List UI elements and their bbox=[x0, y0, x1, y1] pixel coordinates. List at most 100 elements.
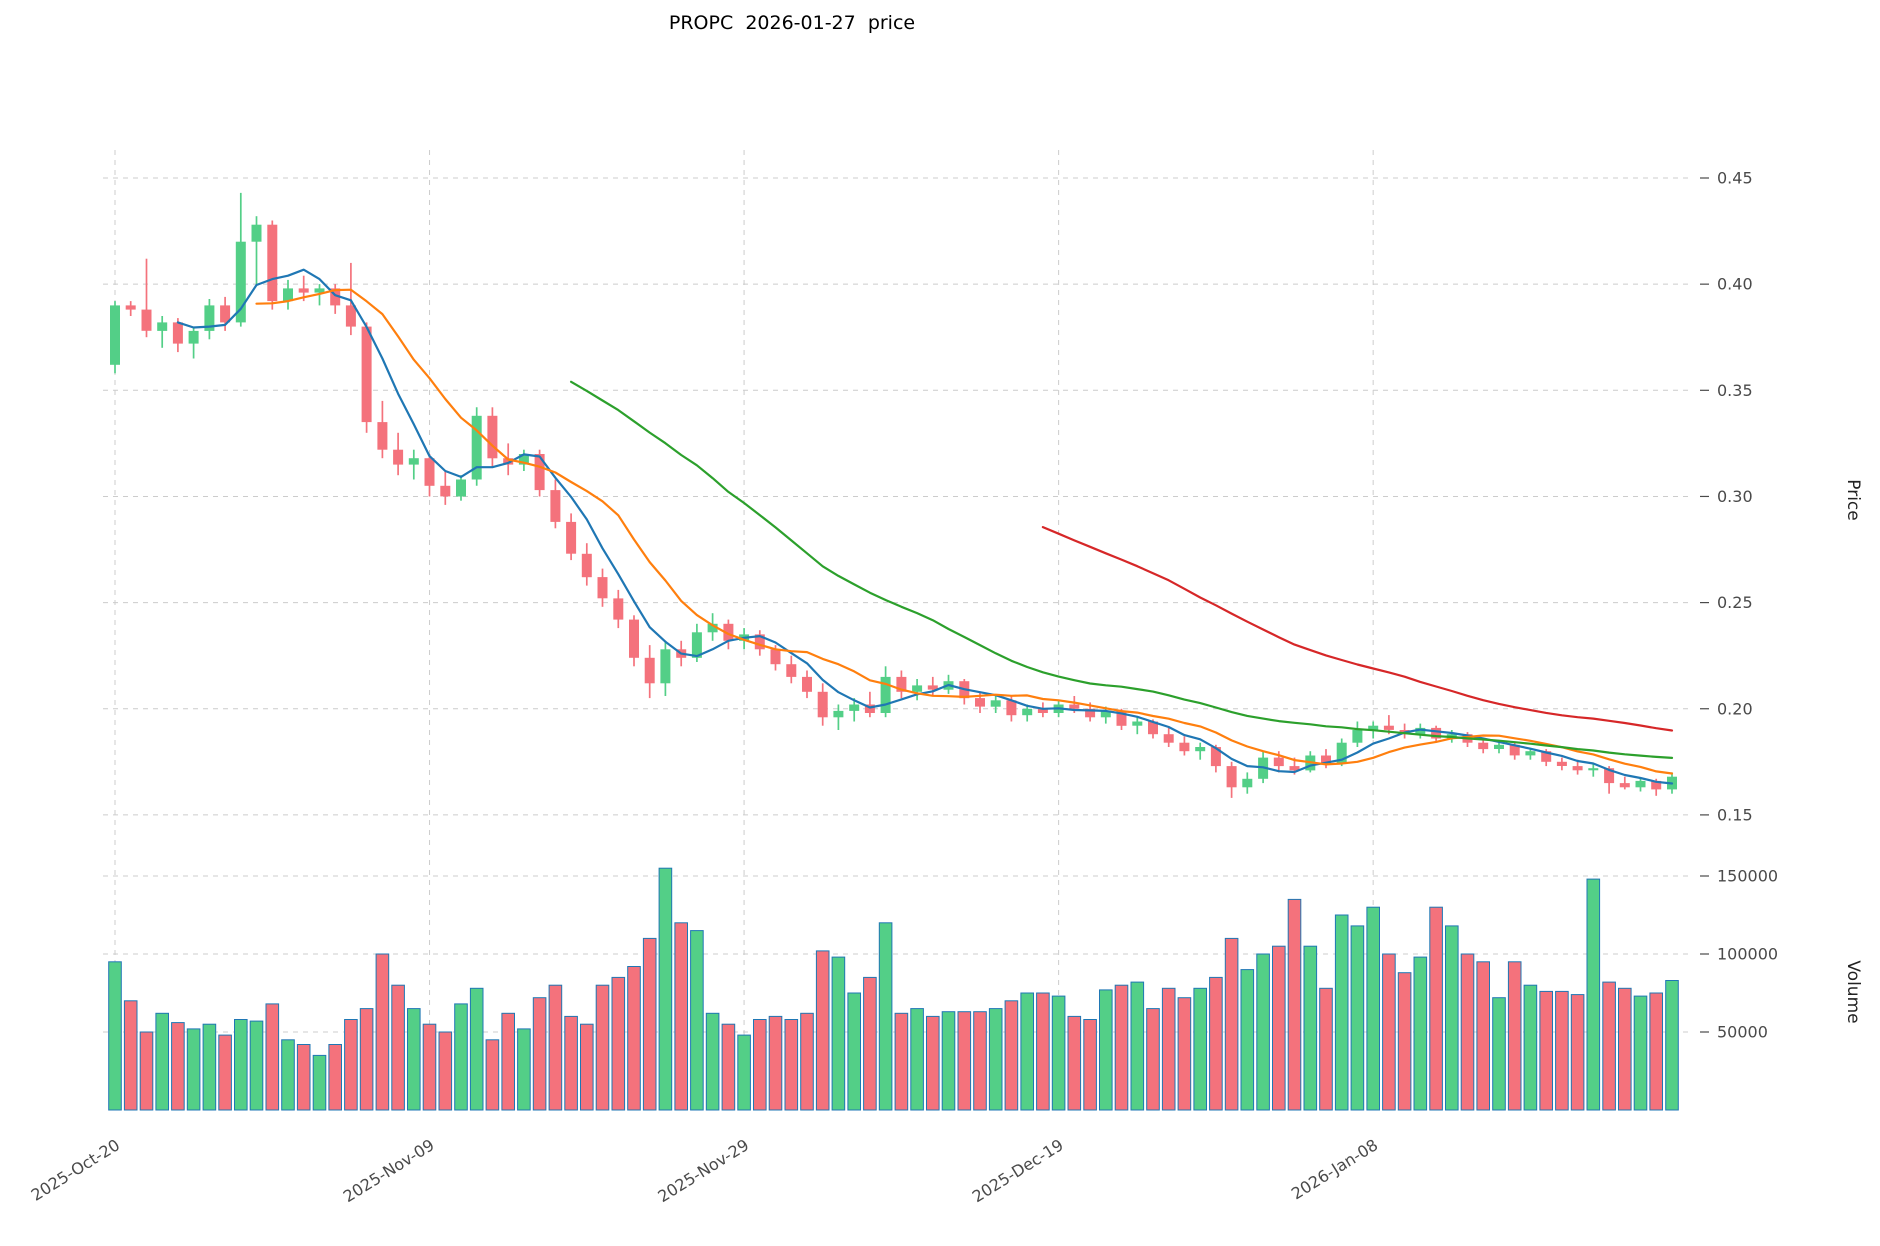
candle-body bbox=[1069, 704, 1080, 709]
volume-bar bbox=[595, 984, 610, 1111]
volume-bar bbox=[1429, 906, 1443, 1111]
candle-body bbox=[518, 454, 529, 465]
volume-tick-labels: 50000 100000 150000 bbox=[1700, 867, 1778, 1042]
volume-bar bbox=[1476, 961, 1491, 1111]
volume-bar bbox=[1067, 1015, 1082, 1111]
candle-body bbox=[172, 322, 183, 344]
x-tick-label: 2025-Dec-19 bbox=[969, 1135, 1067, 1206]
candle-body bbox=[566, 521, 577, 554]
candle-body bbox=[754, 634, 765, 650]
candle-body bbox=[723, 623, 734, 641]
volume-bar bbox=[281, 1039, 295, 1111]
candle-body bbox=[471, 415, 482, 480]
candle-body bbox=[691, 632, 702, 658]
candle-body bbox=[786, 664, 797, 677]
volume-bar bbox=[894, 1012, 909, 1111]
volume-bar bbox=[1177, 997, 1192, 1111]
volume-bar bbox=[548, 984, 563, 1111]
volume-bar bbox=[768, 1015, 783, 1111]
candle-body bbox=[1415, 727, 1426, 735]
volume-bar bbox=[296, 1044, 311, 1111]
volume-bar bbox=[1240, 969, 1255, 1111]
candle-body bbox=[1163, 734, 1174, 743]
volume-bar bbox=[1586, 878, 1601, 1111]
candle-body bbox=[141, 309, 152, 331]
volume-bar bbox=[1539, 990, 1554, 1111]
candle-body bbox=[503, 458, 514, 465]
volume-bar bbox=[202, 1023, 217, 1111]
volume-bar bbox=[1161, 987, 1176, 1111]
candle-body bbox=[581, 553, 592, 578]
volume-bar bbox=[1602, 981, 1616, 1111]
candle-body bbox=[1635, 780, 1646, 788]
volume-bar bbox=[1649, 992, 1664, 1111]
volume-bar bbox=[674, 922, 689, 1111]
volume-bar bbox=[517, 1028, 531, 1111]
candle-body bbox=[990, 700, 1001, 707]
candle-body bbox=[1100, 710, 1111, 718]
price-tick-label: 0.35 bbox=[1717, 381, 1753, 400]
volume-bar bbox=[1492, 997, 1506, 1111]
candle-body bbox=[251, 224, 262, 242]
volume-bar bbox=[580, 1023, 594, 1111]
volume-bar bbox=[705, 1012, 720, 1111]
candle-body bbox=[1336, 742, 1347, 764]
volume-bar bbox=[1256, 953, 1270, 1111]
volume-bar bbox=[878, 922, 893, 1111]
volume-bar bbox=[1004, 1000, 1019, 1111]
volume-bar bbox=[375, 953, 390, 1111]
candle-body bbox=[534, 454, 545, 491]
volume-bar bbox=[988, 1008, 1003, 1111]
volume-bar bbox=[831, 956, 846, 1111]
volume-bar bbox=[1193, 987, 1208, 1111]
candle-body bbox=[1431, 727, 1442, 739]
volume-bar bbox=[186, 1028, 201, 1111]
ma-line-ma30 bbox=[569, 380, 1674, 760]
candle-body bbox=[1352, 730, 1363, 743]
volume-bar bbox=[1334, 914, 1349, 1111]
volume-bar bbox=[642, 937, 657, 1111]
candle-body bbox=[613, 598, 624, 620]
volume-bar bbox=[1272, 945, 1286, 1111]
candle-body bbox=[629, 619, 639, 658]
price-tick-label: 0.45 bbox=[1717, 169, 1753, 188]
candle-body bbox=[1242, 778, 1253, 788]
candle-body bbox=[1525, 751, 1536, 756]
candle-body bbox=[1085, 708, 1096, 718]
candle-body bbox=[1368, 725, 1379, 730]
volume-bar bbox=[1366, 906, 1381, 1111]
price-tick-label: 0.15 bbox=[1717, 805, 1753, 824]
candle-body bbox=[1273, 757, 1284, 767]
price-tick-label: 0.40 bbox=[1717, 275, 1753, 294]
candle-body bbox=[1037, 708, 1048, 713]
candle-body bbox=[1556, 761, 1567, 766]
volume-bar bbox=[265, 1003, 280, 1111]
ma-line-ma10 bbox=[255, 288, 1674, 775]
candle-body bbox=[204, 305, 215, 331]
candle-body bbox=[110, 305, 120, 365]
candle-body bbox=[1116, 710, 1127, 726]
candle-body bbox=[660, 649, 671, 684]
candle-body bbox=[880, 676, 891, 713]
volume-bar bbox=[847, 992, 862, 1111]
ma-line-ma60 bbox=[1041, 525, 1674, 732]
x-tick-label: 2025-Oct-20 bbox=[28, 1135, 123, 1204]
volume-bar bbox=[1287, 898, 1302, 1111]
candle-body bbox=[707, 623, 718, 633]
candle-body bbox=[298, 288, 309, 293]
candle-body bbox=[1006, 700, 1017, 716]
candle-body bbox=[802, 676, 812, 692]
x-tick-label: 2026-Jan-08 bbox=[1288, 1135, 1381, 1203]
candle-body bbox=[424, 458, 435, 486]
volume-bar bbox=[863, 976, 877, 1111]
volume-bar bbox=[800, 1012, 814, 1111]
price-tick-label: 0.20 bbox=[1717, 699, 1753, 718]
price-axis-label: Price bbox=[1843, 479, 1863, 520]
candle-body bbox=[912, 685, 923, 692]
volume-bar bbox=[611, 976, 626, 1111]
x-tick-labels: 2025-Oct-20 2025-Nov-09 2025-Nov-29 2025-De… bbox=[28, 1135, 1382, 1206]
candle-body bbox=[314, 288, 325, 293]
volume-bar bbox=[1555, 990, 1569, 1111]
volume-bar bbox=[753, 1019, 767, 1111]
